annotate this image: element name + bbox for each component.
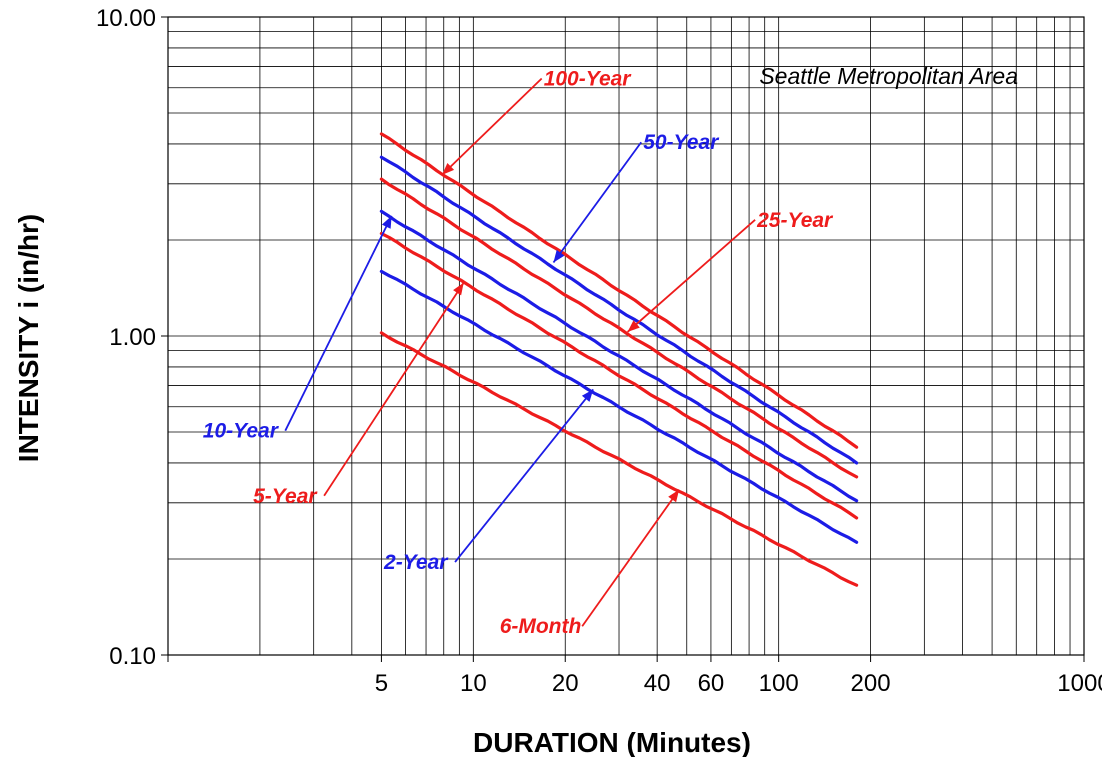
series-label-5-year: 5-Year	[253, 485, 318, 508]
series-label-10-year: 10-Year	[203, 420, 280, 443]
series-lines	[379, 132, 859, 587]
series-label-arrow-line	[552, 141, 642, 264]
series-label-100-year: 100-Year	[544, 67, 633, 90]
arrow-head-icon	[381, 215, 392, 229]
series-labels: 100-Year 50-Year 25-Year 10-Year 5-Year 2-Yea…	[203, 67, 834, 638]
series-label-arrow-line	[626, 219, 756, 333]
arrow-head-icon	[442, 163, 455, 175]
grid	[168, 17, 1084, 655]
x-axis-title: DURATION (Minutes)	[473, 727, 751, 757]
y-tick-label: 0.10	[109, 643, 156, 670]
series-label-50-year: 50-Year	[643, 131, 720, 154]
chart-annotation: Seattle Metropolitan Area	[759, 63, 1018, 89]
series-line-10-year	[379, 209, 859, 503]
arrow-head-icon	[581, 389, 594, 402]
x-tick-label: 200	[851, 670, 891, 697]
series-line-100-year	[379, 132, 859, 449]
x-tick-label: 10	[460, 670, 487, 697]
series-label-arrow-line	[581, 489, 680, 627]
arrow-head-icon	[553, 249, 565, 263]
x-tick-label: 5	[375, 670, 388, 697]
series-label-6-month: 6-Month	[500, 615, 582, 638]
series-label-arrow-line	[441, 77, 543, 176]
x-tick-label: 100	[759, 670, 799, 697]
x-tick-label: 60	[698, 670, 725, 697]
arrow-head-icon	[627, 320, 640, 332]
series-line-2-year	[379, 269, 859, 544]
series-line-25-year	[379, 177, 859, 479]
y-tick-label: 1.00	[109, 324, 156, 351]
arrow-head-icon	[668, 489, 680, 503]
series-line-50-year	[379, 155, 859, 465]
y-axis-title: INTENSITY i (in/hr)	[13, 214, 44, 462]
series-label-arrow-line	[454, 388, 594, 563]
series-line-6-month	[379, 331, 859, 587]
series-label-25-year: 25-Year	[756, 209, 834, 232]
arrow-head-icon	[453, 282, 464, 296]
series-label-arrow-line	[284, 215, 393, 432]
series-label-arrow-line	[323, 282, 465, 497]
x-tick-label: 40	[644, 670, 671, 697]
y-tick-label: 10.00	[96, 5, 156, 32]
series-label-2-year: 2-Year	[383, 551, 449, 574]
series-line-5-year	[379, 231, 859, 520]
x-tick-label: 20	[552, 670, 579, 697]
